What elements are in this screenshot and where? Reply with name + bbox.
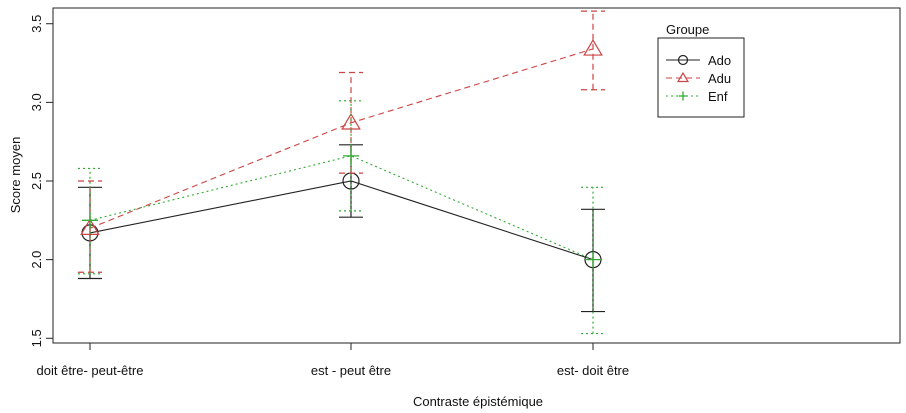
error-bar [581, 186, 605, 335]
legend-entry-adu: Adu [666, 71, 731, 86]
legend-label: Enf [708, 89, 728, 104]
data-point [343, 147, 359, 164]
plot-box [52, 7, 901, 344]
legend-entry-enf: Enf [666, 89, 728, 104]
legend-marker [678, 91, 688, 101]
series-line [89, 180, 594, 261]
y-tick-label: 2.0 [29, 251, 44, 269]
legend-label: Ado [708, 53, 731, 68]
series-adu [78, 10, 605, 273]
legend-box [657, 37, 745, 118]
error-bar [581, 10, 605, 91]
legend-label: Adu [708, 71, 731, 86]
legend: Groupe Ado Adu Enf [657, 22, 745, 118]
x-tick-label: est- doit être [557, 363, 629, 378]
x-tick-label: doit être- peut-être [37, 363, 144, 378]
y-tick-label: 2.5 [29, 172, 44, 190]
x-axis: doit être- peut-être est - peut être est- … [37, 343, 629, 378]
series-line [89, 155, 594, 261]
data-point [82, 212, 98, 229]
legend-title: Groupe [666, 22, 709, 37]
y-tick-label: 1.5 [29, 329, 44, 347]
legend-marker [677, 54, 689, 66]
data-point [583, 38, 603, 56]
y-axis-label: Score moyen [8, 137, 23, 214]
data-point [585, 251, 601, 268]
error-bar [78, 167, 102, 275]
legend-entry-ado: Ado [666, 53, 731, 68]
legend-marker [677, 71, 689, 83]
series-layer [78, 10, 605, 335]
series-enf [78, 100, 605, 335]
y-tick-label: 3.5 [29, 15, 44, 33]
series-line [89, 48, 594, 229]
data-point [80, 218, 100, 235]
x-tick-label: est - peut être [311, 363, 391, 378]
y-tick-label: 3.0 [29, 93, 44, 111]
y-axis: 1.5 2.0 2.5 3.0 3.5 [29, 15, 53, 347]
x-axis-label: Contraste épistémique [413, 394, 543, 409]
series-ado [78, 144, 605, 313]
